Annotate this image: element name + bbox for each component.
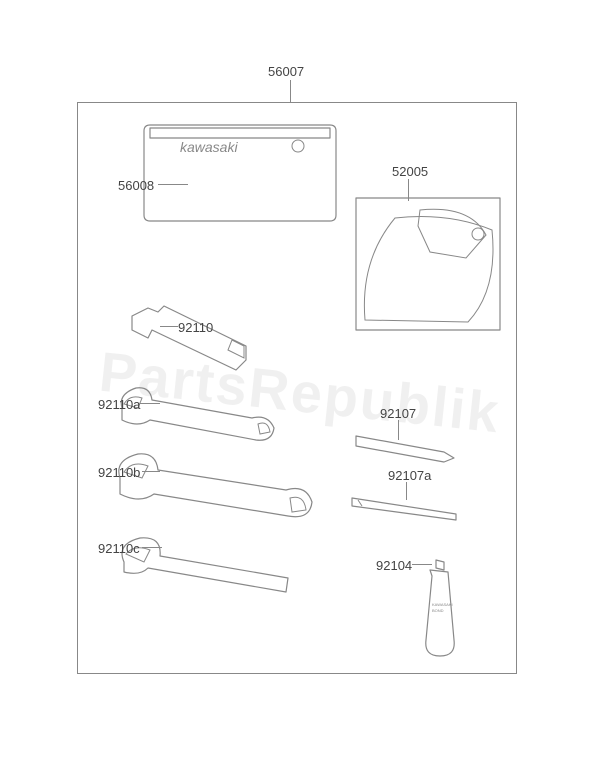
svg-text:BOND: BOND (432, 608, 444, 613)
screwdriver-bit-92107 (356, 436, 454, 462)
gauge-case-52005 (356, 198, 500, 330)
leader-56008 (158, 184, 188, 185)
callout-92107: 92107 (380, 406, 416, 421)
leader-92107 (398, 420, 399, 440)
callout-92110c: 92110c (98, 541, 140, 556)
leader-92110a (140, 403, 160, 404)
callout-52005: 52005 (392, 164, 428, 179)
svg-text:kawasaki: kawasaki (180, 139, 238, 155)
diagram-canvas: PartsRepublik kawasakiKAWASAKIBOND 56007… (0, 0, 600, 784)
open-end-wrench-92110b (119, 454, 312, 517)
callout-92104: 92104 (376, 558, 412, 573)
leader-92104 (412, 564, 432, 565)
tool-bag-kawasaki: kawasaki (144, 125, 336, 221)
callout-56008: 56008 (118, 178, 154, 193)
callout-92110a: 92110a (98, 397, 140, 412)
leader-92110b (142, 471, 160, 472)
open-end-wrench-92110a (121, 388, 274, 441)
tool-wrench-sparkplug-92110 (132, 306, 246, 370)
callout-92110b: 92110b (98, 465, 140, 480)
svg-text:KAWASAKI: KAWASAKI (432, 602, 453, 607)
adhesive-tube-92104: KAWASAKIBOND (426, 560, 454, 656)
leader-52005 (408, 179, 409, 201)
screwdriver-bit-92107a (352, 498, 456, 520)
callout-92107a: 92107a (388, 468, 431, 483)
parts-layer: kawasaki KAWASAKIBOND (0, 0, 600, 784)
hook-spanner-92110c (122, 538, 288, 592)
leader-92110 (160, 326, 178, 327)
leader-56007 (290, 80, 291, 102)
leader-92107a (406, 482, 407, 500)
leader-92110c (142, 547, 162, 548)
callout-92110: 92110 (178, 320, 213, 335)
callout-56007: 56007 (268, 64, 304, 79)
